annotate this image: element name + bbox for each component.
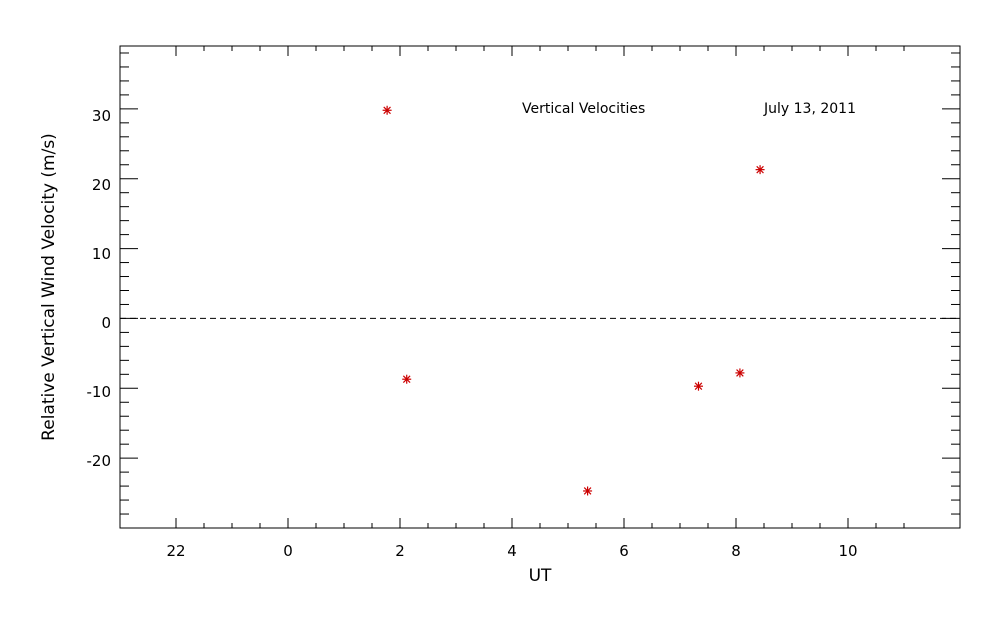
chart-date: July 13, 2011: [763, 101, 856, 117]
x-tick-label: 6: [619, 542, 629, 560]
y-axis-title: Relative Vertical Wind Velocity (m/s): [39, 133, 59, 441]
x-tick-label: 8: [731, 542, 741, 560]
y-tick-label: 0: [101, 314, 111, 332]
y-tick-label: -20: [87, 452, 112, 470]
data-point: [755, 165, 765, 175]
y-tick-label: -10: [87, 383, 112, 401]
x-axis-title: UT: [529, 566, 552, 586]
y-tick-labels: -20 -10 0 10 20 30: [87, 107, 112, 470]
ticks: [120, 46, 960, 528]
x-tick-label: 2: [395, 542, 405, 560]
marker-stroke: [583, 487, 592, 495]
data-point: [735, 368, 745, 378]
marker-stroke: [694, 382, 703, 390]
data-point: [382, 105, 392, 115]
x-tick-label: 0: [283, 542, 293, 560]
data-point: [693, 381, 703, 391]
plot-frame: [119, 45, 961, 529]
chart-title: Vertical Velocities: [522, 101, 645, 117]
y-tick-label: 30: [92, 107, 111, 125]
x-tick-labels: 22 0 2 4 6 8 10: [166, 542, 857, 560]
marker-stroke: [736, 369, 744, 377]
marker-stroke: [756, 165, 764, 174]
data-point: [402, 374, 412, 384]
data-point: [583, 486, 593, 496]
x-tick-label: 4: [507, 542, 517, 560]
marker-stroke: [383, 106, 391, 115]
x-tick-label: 10: [838, 542, 857, 560]
y-tick-label: 10: [92, 245, 111, 263]
y-tick-label: 20: [92, 176, 111, 194]
marker-stroke: [402, 375, 411, 384]
x-tick-label: 22: [166, 542, 185, 560]
data-points: [382, 105, 765, 496]
